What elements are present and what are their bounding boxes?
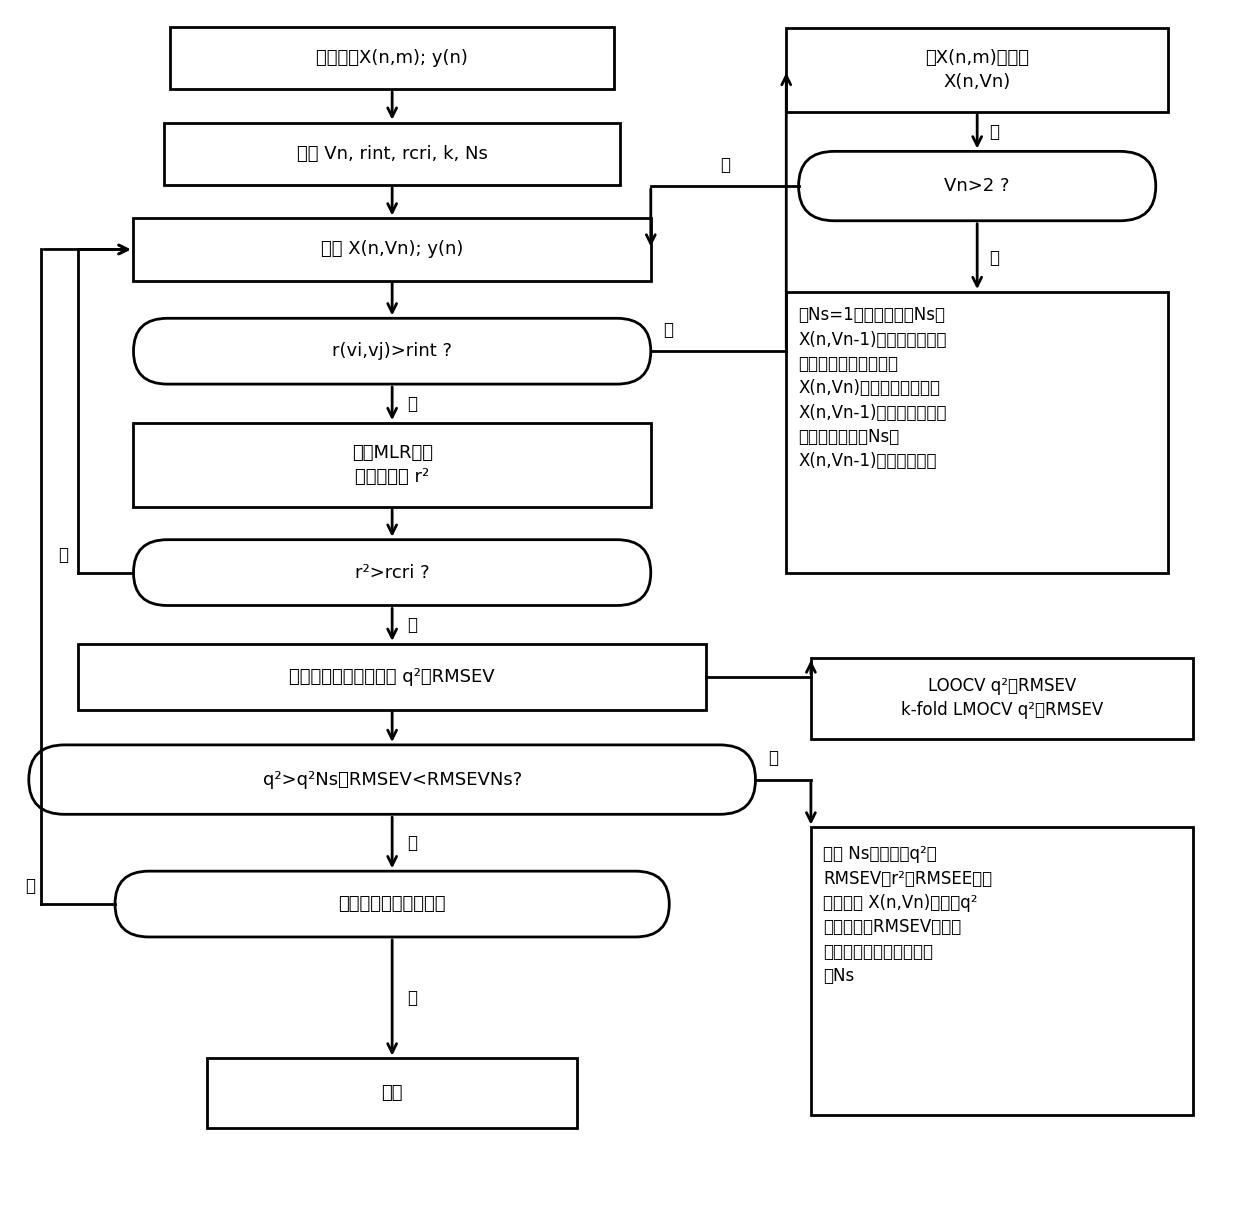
Text: 否: 否 <box>407 988 417 1006</box>
FancyBboxPatch shape <box>115 871 670 937</box>
Text: 数据集：X(n,m); y(n): 数据集：X(n,m); y(n) <box>316 49 467 67</box>
FancyBboxPatch shape <box>811 828 1193 1115</box>
Text: 否: 否 <box>719 155 729 174</box>
Text: 保留 Ns个模型的q²和
RMSEV，r²，RMSEE等统
计参数及 X(n,Vn)，并按q²
从大到小或RMSEV从小到
大排序，最后一个模型记
为Ns: 保留 Ns个模型的q²和 RMSEV，r²，RMSEE等统 计参数及 X(n,V… <box>823 846 992 984</box>
FancyBboxPatch shape <box>207 1058 577 1128</box>
Text: 否: 否 <box>58 546 68 564</box>
Text: 指定 Vn, rint, rcri, k, Ns: 指定 Vn, rint, rcri, k, Ns <box>296 145 487 163</box>
FancyBboxPatch shape <box>799 152 1156 221</box>
Text: 是: 是 <box>990 249 999 266</box>
Text: 建立MLR模型
并计算模型 r²: 建立MLR模型 并计算模型 r² <box>352 445 433 486</box>
FancyBboxPatch shape <box>134 423 651 507</box>
Text: 是: 是 <box>25 877 35 895</box>
Text: 是: 是 <box>768 750 777 768</box>
Text: 选择 X(n,Vn); y(n): 选择 X(n,Vn); y(n) <box>321 241 464 259</box>
Text: 结束: 结束 <box>382 1084 403 1103</box>
Text: 计算交叉检验相关系数 q²和RMSEV: 计算交叉检验相关系数 q²和RMSEV <box>289 668 495 686</box>
FancyBboxPatch shape <box>164 123 620 184</box>
FancyBboxPatch shape <box>134 218 651 281</box>
Text: 从X(n,m)中选择
X(n,Vn): 从X(n,m)中选择 X(n,Vn) <box>925 49 1029 90</box>
Text: 否: 否 <box>407 394 417 412</box>
FancyBboxPatch shape <box>786 292 1168 574</box>
Text: r²>rcri ?: r²>rcri ? <box>355 564 429 582</box>
Text: Vn>2 ?: Vn>2 ? <box>945 177 1009 195</box>
Text: 否: 否 <box>407 834 417 852</box>
Text: r(vi,vj)>rint ?: r(vi,vj)>rint ? <box>332 342 453 360</box>
Text: 是: 是 <box>407 616 417 634</box>
Text: 是: 是 <box>663 321 673 339</box>
FancyBboxPatch shape <box>134 540 651 605</box>
FancyBboxPatch shape <box>134 318 651 384</box>
Text: LOOCV q²和RMSEV
k-fold LMOCV q²和RMSEV: LOOCV q²和RMSEV k-fold LMOCV q²和RMSEV <box>900 677 1102 719</box>
FancyBboxPatch shape <box>170 27 614 89</box>
FancyBboxPatch shape <box>78 643 707 710</box>
FancyBboxPatch shape <box>786 28 1168 112</box>
Text: 从Ns=1开始以保留的Ns个
X(n,Vn-1)为基础，每次增
加一个变量构成新子集
X(n,Vn)，遍历每次选取的
X(n,Vn-1)中没有包含的所
有变量，: 从Ns=1开始以保留的Ns个 X(n,Vn-1)为基础，每次增 加一个变量构成新… <box>799 306 947 470</box>
FancyBboxPatch shape <box>29 745 755 815</box>
Text: q²>q²Ns或RMSEV<RMSEVNs?: q²>q²Ns或RMSEV<RMSEVNs? <box>263 771 522 788</box>
Text: 还有其它未计算子集？: 还有其它未计算子集？ <box>339 895 446 913</box>
Text: 否: 否 <box>990 123 999 141</box>
FancyBboxPatch shape <box>811 658 1193 739</box>
